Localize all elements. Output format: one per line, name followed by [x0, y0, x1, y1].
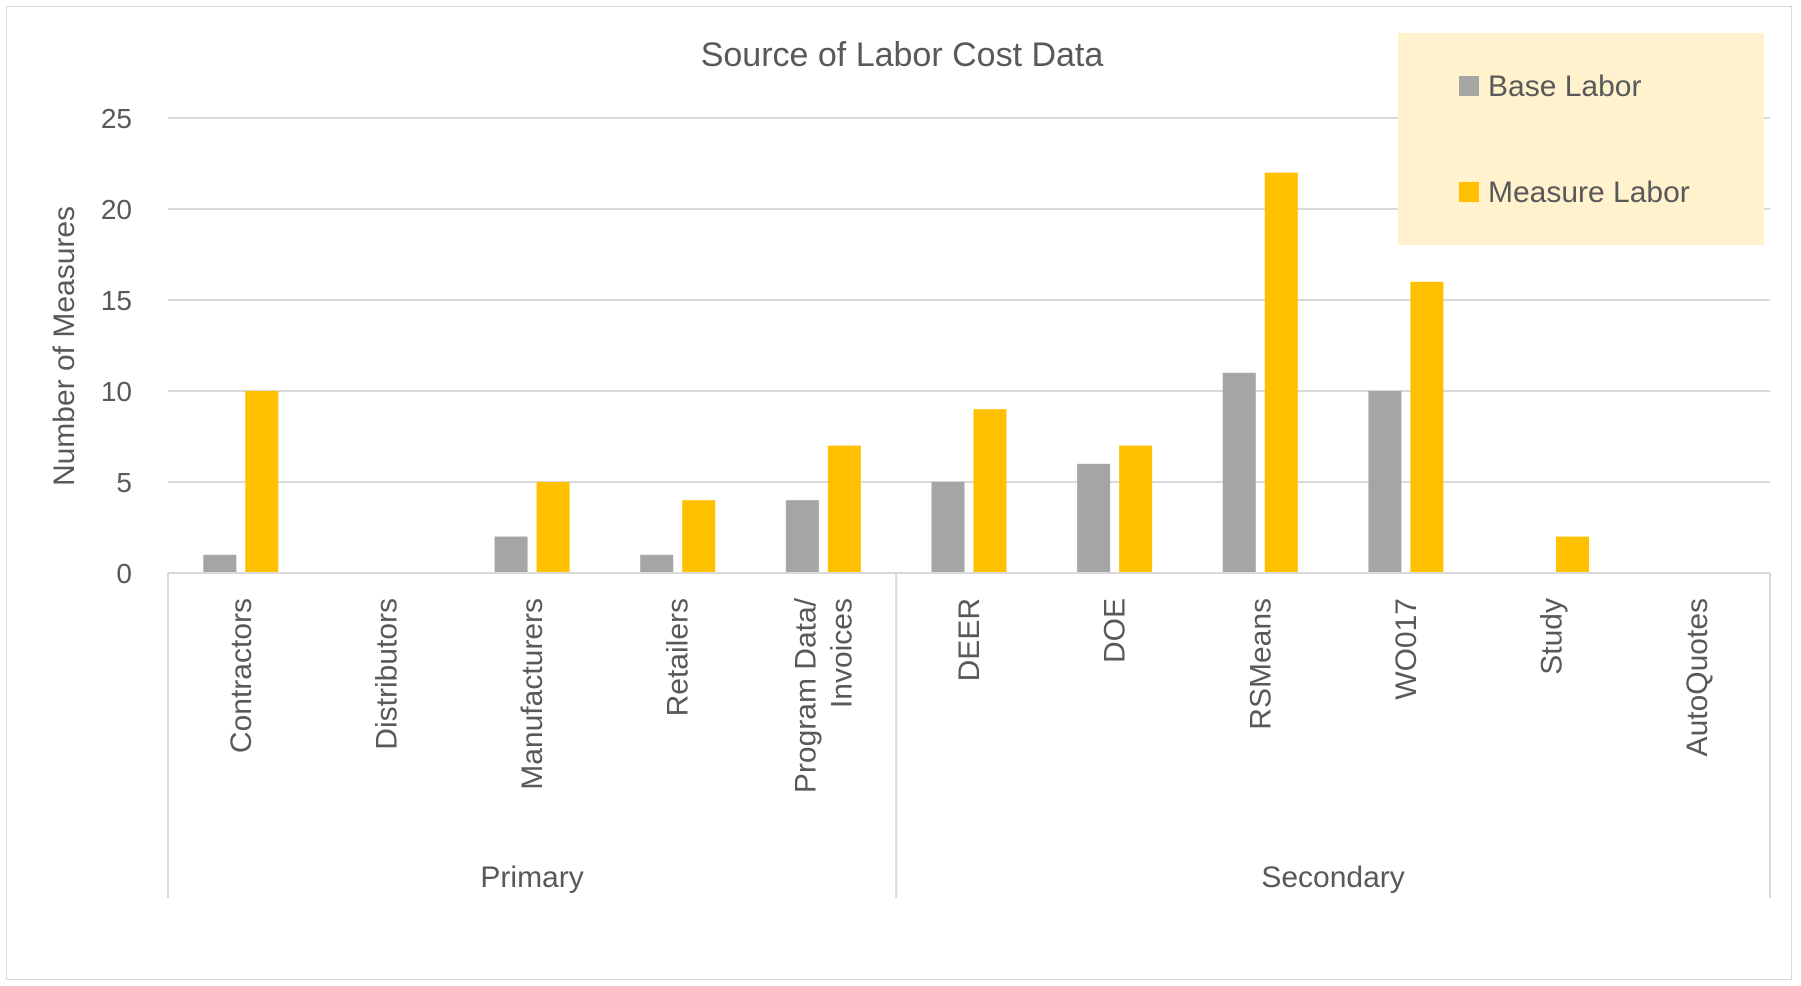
- category-label: Distributors: [370, 598, 403, 750]
- y-tick-label: 15: [101, 285, 132, 316]
- category-labels: Contractors Distributors Manufacturers Reta…: [225, 597, 1714, 793]
- legend-swatch-base-labor: [1459, 76, 1479, 96]
- y-tick-label: 0: [116, 558, 132, 589]
- category-label: Contractors: [225, 598, 258, 753]
- bar-base-labor-2: [494, 536, 528, 573]
- category-label-group: Distributors: [370, 598, 403, 750]
- y-axis-ticks: 0 5 10 15 20 25: [101, 103, 132, 589]
- y-axis-label: Number of Measures: [48, 206, 81, 486]
- group-label: Secondary: [1261, 861, 1404, 894]
- bar-base-labor-0: [203, 554, 237, 573]
- bar-base-labor-7: [1222, 372, 1256, 573]
- bar-measure-labor-3: [682, 500, 716, 573]
- bar-measure-labor-2: [536, 482, 570, 573]
- category-label: Invoices: [825, 598, 858, 708]
- category-label-group: RSMeans: [1244, 598, 1277, 730]
- bar-measure-labor-6: [1119, 445, 1153, 573]
- legend-label-measure-labor: Measure Labor: [1488, 176, 1690, 209]
- category-label-group: DOE: [1099, 598, 1132, 663]
- bar-measure-labor-7: [1264, 172, 1298, 573]
- category-label-group: Program Data/Invoices: [789, 597, 858, 793]
- category-label-group: DEER: [953, 598, 986, 681]
- category-label: DEER: [953, 598, 986, 681]
- bars: [203, 172, 1590, 573]
- legend: Base Labor Measure Labor: [1398, 33, 1764, 245]
- category-label: DOE: [1099, 598, 1132, 663]
- bar-base-labor-6: [1077, 463, 1111, 573]
- chart-title: Source of Labor Cost Data: [701, 36, 1104, 74]
- category-label: Retailers: [662, 598, 695, 716]
- legend-background: [1398, 33, 1764, 245]
- category-label: WO017: [1390, 598, 1423, 700]
- category-label: Program Data/: [789, 597, 822, 793]
- bar-measure-labor-5: [973, 409, 1007, 573]
- x-axis: [167, 572, 1771, 898]
- category-label-group: AutoQuotes: [1681, 598, 1714, 756]
- y-tick-label: 5: [116, 467, 132, 498]
- group-label: Primary: [480, 861, 583, 894]
- bar-measure-labor-8: [1410, 281, 1444, 573]
- category-label: Study: [1536, 598, 1569, 675]
- y-tick-label: 10: [101, 376, 132, 407]
- category-label: RSMeans: [1244, 598, 1277, 730]
- y-axis-label-group: Number of Measures: [48, 206, 81, 486]
- bar-measure-labor-4: [827, 445, 861, 573]
- bar-base-labor-3: [640, 554, 674, 573]
- category-label-group: Manufacturers: [516, 598, 549, 790]
- legend-label-base-labor: Base Labor: [1488, 70, 1641, 103]
- category-label-group: WO017: [1390, 598, 1423, 700]
- bar-base-labor-5: [931, 482, 965, 573]
- legend-swatch-measure-labor: [1459, 182, 1479, 202]
- category-label-group: Retailers: [662, 598, 695, 716]
- bar-measure-labor-9: [1556, 536, 1590, 573]
- category-label: Manufacturers: [516, 598, 549, 790]
- bar-base-labor-8: [1368, 391, 1402, 573]
- group-labels: Primary Secondary: [480, 861, 1404, 894]
- category-label-group: Study: [1536, 598, 1569, 675]
- category-label-group: Contractors: [225, 598, 258, 753]
- y-tick-label: 25: [101, 103, 132, 134]
- y-tick-label: 20: [101, 194, 132, 225]
- category-label: AutoQuotes: [1681, 598, 1714, 756]
- bar-measure-labor-0: [245, 391, 279, 573]
- bar-base-labor-4: [785, 500, 819, 573]
